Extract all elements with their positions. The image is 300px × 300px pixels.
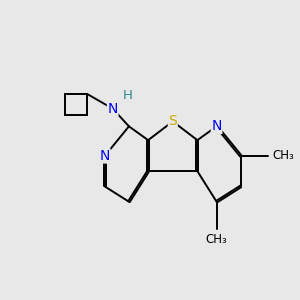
Text: N: N bbox=[107, 102, 118, 116]
Text: S: S bbox=[168, 114, 177, 128]
Text: H: H bbox=[122, 89, 132, 102]
Text: N: N bbox=[212, 119, 222, 134]
Text: CH₃: CH₃ bbox=[206, 233, 227, 246]
Text: N: N bbox=[100, 149, 110, 163]
Text: CH₃: CH₃ bbox=[272, 149, 294, 162]
